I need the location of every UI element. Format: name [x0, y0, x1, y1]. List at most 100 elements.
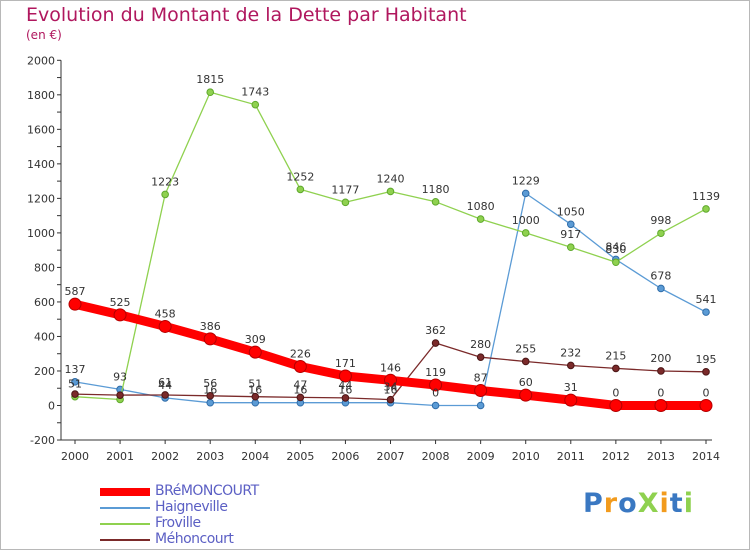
- data-point: [386, 395, 395, 404]
- data-label: 0: [432, 387, 439, 400]
- data-label: 830: [605, 243, 626, 256]
- data-label: 541: [696, 293, 717, 306]
- data-label: 16: [338, 384, 352, 397]
- data-point: [206, 88, 215, 97]
- data-label: 1252: [286, 170, 314, 183]
- x-tick-label: 2005: [286, 450, 314, 463]
- data-label: 362: [425, 324, 446, 337]
- data-point: [429, 378, 443, 392]
- data-label: 1050: [557, 205, 585, 218]
- data-label: 195: [696, 353, 717, 366]
- x-tick-label: 2006: [331, 450, 359, 463]
- data-label: 1240: [377, 172, 405, 185]
- data-point: [116, 391, 124, 399]
- data-point: [251, 392, 260, 401]
- x-tick-label: 2000: [61, 450, 89, 463]
- data-label: 255: [515, 342, 536, 355]
- data-point: [296, 393, 305, 402]
- y-tick-label: 1400: [27, 158, 55, 171]
- x-tick-label: 2007: [377, 450, 405, 463]
- legend-label: Haigneville: [155, 499, 228, 515]
- y-tick-label: 800: [34, 261, 55, 274]
- x-tick-label: 2010: [512, 450, 540, 463]
- x-tick-label: 2008: [422, 450, 450, 463]
- data-point: [161, 190, 169, 199]
- y-tick-label: 2000: [27, 54, 55, 67]
- x-tick-label: 2004: [241, 450, 269, 463]
- data-point: [521, 189, 530, 198]
- data-label: 458: [155, 307, 176, 320]
- y-tick-label: 600: [34, 296, 55, 309]
- data-point: [612, 364, 620, 373]
- data-point: [566, 220, 575, 229]
- data-point: [564, 393, 578, 407]
- y-tick-label: -200: [30, 434, 55, 447]
- data-point: [158, 319, 172, 333]
- data-point: [384, 373, 397, 387]
- data-point: [609, 399, 623, 412]
- data-label: 137: [65, 363, 86, 376]
- data-point: [519, 388, 533, 402]
- data-label: 1080: [467, 200, 495, 213]
- data-label: 44: [158, 379, 172, 392]
- data-label: 215: [605, 349, 626, 362]
- y-tick-label: 400: [34, 330, 55, 343]
- legend-swatch: [100, 539, 150, 541]
- data-label: 1815: [196, 73, 224, 86]
- proxiti-logo: ProXiti: [583, 488, 694, 519]
- data-label: 226: [290, 347, 311, 360]
- data-label: 309: [245, 333, 266, 346]
- x-tick-label: 2011: [557, 450, 585, 463]
- data-label: 386: [200, 320, 221, 333]
- data-label: 87: [474, 371, 488, 384]
- data-label: 0: [612, 387, 619, 400]
- y-tick-label: 1800: [27, 89, 55, 102]
- data-label: 16: [203, 384, 217, 397]
- data-point: [702, 308, 710, 316]
- data-label: 200: [650, 352, 671, 365]
- data-point: [474, 383, 488, 397]
- data-label: 232: [560, 346, 581, 359]
- logo-letter: r: [603, 488, 619, 519]
- data-label: 60: [519, 376, 533, 389]
- data-point: [476, 215, 485, 223]
- x-tick-label: 2012: [602, 450, 630, 463]
- data-point: [293, 359, 307, 373]
- data-point: [206, 398, 215, 407]
- data-point: [476, 401, 485, 410]
- legend-label: BRéMONCOURT: [155, 483, 259, 499]
- data-point: [654, 399, 668, 412]
- y-tick-label: 1000: [27, 227, 55, 240]
- data-label: 1743: [241, 86, 269, 99]
- data-label: 16: [293, 384, 307, 397]
- data-point: [476, 353, 485, 361]
- y-tick-label: 0: [48, 400, 55, 413]
- data-point: [68, 297, 82, 311]
- data-label: 0: [657, 387, 664, 400]
- data-point: [702, 205, 710, 213]
- data-label: 678: [650, 269, 671, 282]
- data-label: 61: [158, 376, 172, 389]
- data-label: 44: [338, 379, 352, 392]
- data-label: 56: [203, 377, 217, 390]
- y-tick-label: 200: [34, 365, 55, 378]
- data-point: [699, 399, 713, 412]
- logo-letter: i: [659, 488, 670, 519]
- data-label: 525: [110, 296, 131, 309]
- logo-letter: t: [669, 488, 684, 519]
- logo-letter: X: [637, 488, 660, 519]
- legend-label: Méhoncourt: [155, 531, 234, 547]
- data-label: 16: [248, 384, 262, 397]
- data-label: 280: [470, 338, 491, 351]
- data-point: [161, 391, 169, 399]
- data-label: 846: [605, 240, 626, 253]
- data-label: 0: [703, 387, 710, 400]
- data-point: [341, 394, 350, 402]
- logo-letter: i: [683, 488, 694, 519]
- data-point: [203, 332, 217, 346]
- data-point: [657, 284, 665, 293]
- x-tick-label: 2014: [692, 450, 720, 463]
- data-point: [71, 390, 79, 398]
- x-tick-label: 2002: [151, 450, 179, 463]
